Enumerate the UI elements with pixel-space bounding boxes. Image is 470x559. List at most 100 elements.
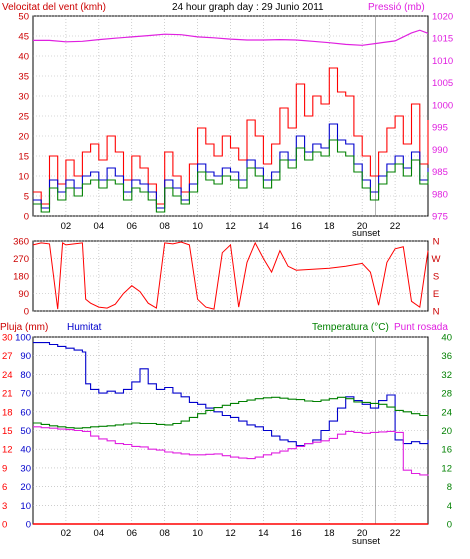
pressure-tick-label: 990 xyxy=(432,145,448,156)
rain-tick-label: 0 xyxy=(2,520,7,531)
rain-tick-label: 27 xyxy=(2,351,13,362)
pressure-tick-label: 1015 xyxy=(432,34,453,45)
temperature-tick-label: 28 xyxy=(441,389,452,400)
wind-tick-label: 45 xyxy=(18,32,29,43)
temperature-tick-label: 20 xyxy=(441,426,452,437)
pressure-series-line xyxy=(33,29,429,46)
wind-tick-label: 10 xyxy=(18,172,29,183)
hour-tick-label: 04 xyxy=(94,528,105,539)
pressure-tick-label: 995 xyxy=(432,123,448,134)
humidity-axis-title: Humitat xyxy=(67,322,102,333)
rain-tick-label: 12 xyxy=(2,445,13,456)
temperature-tick-label: 32 xyxy=(441,370,452,381)
humidity-tick-label: 70 xyxy=(20,389,31,400)
dewpoint-series-line xyxy=(33,426,429,476)
pressure-tick-label: 985 xyxy=(432,167,448,178)
hour-tick-label: 14 xyxy=(258,528,269,539)
hour-tick-label: 10 xyxy=(192,528,203,539)
hour-tick-label: 12 xyxy=(225,528,236,539)
hour-tick-label: 02 xyxy=(61,528,72,539)
hour-tick-label: 20 xyxy=(357,528,368,539)
compass-label: E xyxy=(433,289,439,300)
rain-tick-label: 24 xyxy=(2,370,13,381)
temperature-tick-label: 16 xyxy=(441,445,452,456)
direction-series-line xyxy=(32,241,429,310)
humidity-tick-label: 50 xyxy=(20,426,31,437)
direction-tick-label: 270 xyxy=(13,254,29,265)
direction-tick-label: 0 xyxy=(24,307,29,318)
dewpoint-axis-title: Punt rosada xyxy=(394,322,448,333)
gust-series-line xyxy=(33,67,429,205)
temperature-tick-label: 12 xyxy=(441,463,452,474)
rain-tick-label: 21 xyxy=(2,389,13,400)
pressure-axis-title: Pressió (mb) xyxy=(368,2,425,13)
temperature-axis-title: Temperatura (°C) xyxy=(312,322,389,333)
hour-tick-label: 22 xyxy=(390,528,401,539)
hour-tick-label: 18 xyxy=(324,528,335,539)
wind-tick-label: 50 xyxy=(18,12,29,23)
rain-tick-label: 9 xyxy=(2,463,7,474)
wind-tick-labels: 0510152025303540455097598098599099510001… xyxy=(18,12,453,233)
pressure-tick-label: 1000 xyxy=(432,100,453,111)
hour-tick-label: 06 xyxy=(126,221,137,232)
sunset-label-bottom: sunset xyxy=(352,536,380,547)
humidity-tick-label: 30 xyxy=(20,463,31,474)
humidity-series-line xyxy=(33,342,429,447)
wind-tick-label: 5 xyxy=(24,192,29,203)
direction-tick-label: 90 xyxy=(18,289,29,300)
rain-tick-label: 30 xyxy=(2,333,13,344)
sunset-label-top: sunset xyxy=(352,228,380,239)
hour-tick-label: 22 xyxy=(390,221,401,232)
humidity-tick-label: 20 xyxy=(20,482,31,493)
pressure-tick-label: 980 xyxy=(432,189,448,200)
humidity-tick-label: 10 xyxy=(20,501,31,512)
wind-series xyxy=(33,29,429,213)
wind-tick-label: 30 xyxy=(18,92,29,103)
rain-tick-label: 18 xyxy=(2,407,13,418)
humidity-tick-label: 0 xyxy=(26,520,31,531)
speed-series-line xyxy=(33,139,429,213)
rain-tick-label: 3 xyxy=(2,501,7,512)
hour-tick-label: 16 xyxy=(291,528,302,539)
wind-tick-label: 15 xyxy=(18,152,29,163)
rain-tick-label: 15 xyxy=(2,426,13,437)
humidity-tick-label: 80 xyxy=(20,370,31,381)
humidity-tick-label: 60 xyxy=(20,407,31,418)
hour-tick-label: 04 xyxy=(94,221,105,232)
hour-tick-label: 08 xyxy=(159,221,170,232)
wind-tick-label: 20 xyxy=(18,132,29,143)
pressure-tick-label: 1020 xyxy=(432,12,453,23)
compass-label: S xyxy=(433,272,439,283)
wind-tick-label: 0 xyxy=(24,212,29,223)
compass-label: W xyxy=(432,254,441,265)
temperature-tick-label: 0 xyxy=(447,520,452,531)
hour-tick-label: 08 xyxy=(159,528,170,539)
pressure-tick-label: 975 xyxy=(432,212,448,223)
compass-label: N xyxy=(433,307,440,318)
chart-title: 24 hour graph day : 29 Junio 2011 xyxy=(172,2,324,13)
hour-tick-label: 10 xyxy=(192,221,203,232)
direction-tick-label: 360 xyxy=(13,237,29,248)
compass-label: N xyxy=(433,237,440,248)
pressure-tick-label: 1010 xyxy=(432,56,453,67)
temperature-tick-label: 4 xyxy=(447,501,452,512)
rain-tick-label: 6 xyxy=(2,482,7,493)
pressure-tick-label: 1005 xyxy=(432,78,453,89)
temperature-tick-label: 40 xyxy=(441,333,452,344)
wind-tick-label: 35 xyxy=(18,72,29,83)
hour-tick-label: 16 xyxy=(291,221,302,232)
temperature-tick-label: 36 xyxy=(441,351,452,362)
wind-tick-label: 40 xyxy=(18,52,29,63)
direction-tick-label: 180 xyxy=(13,272,29,283)
temperature-tick-label: 8 xyxy=(447,482,452,493)
humidity-tick-label: 90 xyxy=(20,351,31,362)
hour-tick-label: 12 xyxy=(225,221,236,232)
hour-tick-label: 20 xyxy=(357,221,368,232)
humidity-tick-label: 40 xyxy=(20,445,31,456)
hour-tick-label: 02 xyxy=(61,221,72,232)
rain-axis-title: Pluja (mm) xyxy=(0,322,48,333)
